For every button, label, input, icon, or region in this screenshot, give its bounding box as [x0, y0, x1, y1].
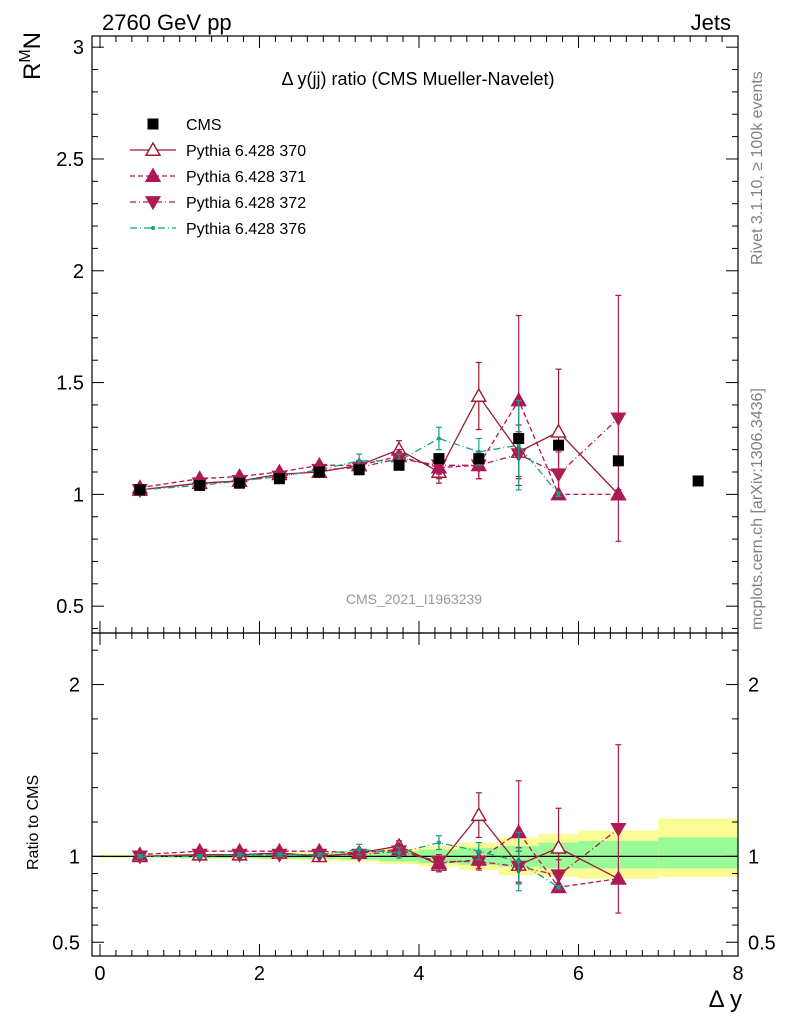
y-tick-label: 2.5 — [56, 149, 84, 171]
main-point-3 — [516, 443, 521, 448]
y-tick-label: 2 — [73, 261, 84, 283]
ratio-series-line-2 — [139, 828, 619, 876]
data-point — [313, 466, 325, 478]
legend-marker — [144, 167, 162, 182]
ratio-point-3 — [357, 847, 362, 852]
ratio-series-line-1 — [139, 831, 619, 888]
ratio-panel: 0 2 4 6 80.5 0.51 12 2 Ratio to CMS — [25, 632, 776, 985]
ratio-y-tick-label-right: 0.5 — [748, 932, 776, 954]
data-point — [353, 464, 365, 476]
main-point-2 — [550, 468, 567, 483]
legend-marker — [144, 141, 162, 156]
data-point — [513, 432, 525, 444]
main-point-0 — [470, 387, 488, 402]
ratio-point-2 — [430, 855, 447, 870]
ratio-point-0 — [550, 839, 567, 854]
ratio-y-label: Ratio to CMS — [25, 775, 42, 870]
legend-marker — [144, 196, 162, 211]
data-point — [612, 455, 624, 467]
data-point — [553, 439, 565, 451]
ratio-point-3 — [197, 854, 202, 859]
data-point — [692, 475, 704, 487]
ratio-point-3 — [137, 854, 142, 859]
data-point — [273, 473, 285, 485]
main-series-line-2 — [139, 417, 619, 491]
ratio-point-2 — [550, 869, 567, 884]
ratio-y-tick-label-right: 2 — [748, 675, 759, 697]
ratio-axes: 0 2 4 6 80.5 0.51 12 2 — [52, 633, 776, 985]
main-point-0 — [550, 423, 567, 438]
x-tick-label: 8 — [732, 963, 743, 985]
data-point — [234, 477, 246, 489]
ratio-point-3 — [516, 859, 521, 864]
main-point-3 — [357, 458, 362, 463]
y-tick-label: 1.5 — [56, 373, 84, 395]
data-point — [473, 453, 485, 465]
main-series-line-3 — [139, 437, 560, 495]
energy-label: 2760 GeV pp — [102, 10, 232, 35]
main-point-3 — [476, 449, 481, 454]
legend: CMS Pythia 6.428 370 Pythia 6.428 371 Pythi… — [130, 117, 306, 238]
ratio-point-3 — [436, 840, 441, 845]
ratio-series-line-3 — [139, 841, 559, 888]
ratio-point-3 — [317, 852, 322, 857]
main-point-3 — [436, 436, 441, 441]
ratio-y-tick-label: 2 — [69, 675, 80, 697]
legend-label: Pythia 6.428 372 — [186, 195, 306, 212]
ratio-point-2 — [610, 823, 627, 838]
y-axis-label: RMN — [17, 32, 46, 80]
ratio-point-3 — [397, 850, 402, 855]
data-point — [194, 479, 206, 491]
x-tick-label: 0 — [94, 963, 105, 985]
ratio-point-3 — [237, 852, 242, 857]
legend-marker — [151, 226, 155, 230]
ratio-series-layer — [131, 744, 627, 914]
watermark: CMS_2021_I1963239 — [346, 591, 482, 607]
ratio-y-tick-label-right: 1 — [748, 846, 759, 868]
legend-marker — [147, 118, 159, 130]
ratio-point-3 — [277, 852, 282, 857]
band-inner — [658, 837, 738, 869]
chart-title: Δ y(jj) ratio (CMS Mueller-Navelet) — [281, 69, 554, 89]
data-point — [134, 484, 146, 496]
ratio-point-3 — [476, 849, 481, 854]
main-point-3 — [556, 492, 561, 497]
main-axes: 0.5 1 1.5 2 2.5 3 — [56, 36, 739, 633]
main-series-layer — [131, 294, 704, 542]
data-point — [433, 453, 445, 465]
main-series-line-0 — [139, 394, 619, 495]
x-tick-label: 6 — [573, 963, 584, 985]
y-tick-label: 0.5 — [56, 596, 84, 618]
legend-label: CMS — [186, 117, 222, 134]
x-axis-label: Δ y — [709, 986, 742, 1013]
rivet-label: Rivet 3.1.10, ≥ 100k events — [749, 71, 766, 265]
data-point — [393, 459, 405, 471]
ratio-point-3 — [556, 885, 561, 890]
legend-label: Pythia 6.428 371 — [186, 169, 306, 186]
ratio-y-tick-label: 1 — [69, 846, 80, 868]
svg-text:RMN: RMN — [17, 32, 46, 80]
ratio-y-tick-label: 0.5 — [52, 932, 80, 954]
main-panel: 0.5 1 1.5 2 2.5 3 Δ y(jj) ratio (CMS Mueller-… — [17, 32, 739, 634]
mcplots-label: mcplots.cern.ch [arXiv:1306.3436] — [749, 388, 766, 630]
ratio-frame — [91, 632, 739, 957]
main-point-2 — [610, 412, 627, 427]
ratio-point-0 — [470, 806, 488, 822]
process-label: Jets — [691, 10, 731, 35]
x-tick-label: 4 — [413, 963, 424, 985]
x-tick-label: 2 — [254, 963, 265, 985]
legend-label: Pythia 6.428 376 — [186, 221, 306, 238]
legend-label: Pythia 6.428 370 — [186, 143, 306, 160]
y-tick-label: 1 — [73, 484, 84, 506]
y-tick-label: 3 — [73, 37, 84, 59]
